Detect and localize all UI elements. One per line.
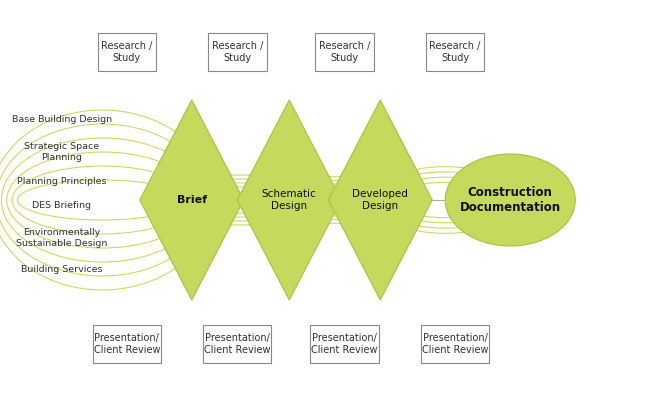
Polygon shape <box>328 100 432 300</box>
Polygon shape <box>237 100 341 300</box>
FancyBboxPatch shape <box>311 325 378 363</box>
FancyBboxPatch shape <box>426 33 484 71</box>
Text: Developed
Design: Developed Design <box>352 189 408 211</box>
Ellipse shape <box>445 154 575 246</box>
FancyBboxPatch shape <box>208 33 266 71</box>
Text: Building Services: Building Services <box>21 266 103 274</box>
Text: Research /
Study: Research / Study <box>429 41 481 63</box>
Text: DES Briefing: DES Briefing <box>32 202 91 210</box>
Text: Research /
Study: Research / Study <box>318 41 370 63</box>
Text: Presentation/
Client Review: Presentation/ Client Review <box>422 333 488 355</box>
Text: Presentation/
Client Review: Presentation/ Client Review <box>311 333 378 355</box>
Text: Schematic
Design: Schematic Design <box>262 189 317 211</box>
FancyBboxPatch shape <box>92 325 161 363</box>
Text: Research /
Study: Research / Study <box>101 41 153 63</box>
FancyBboxPatch shape <box>203 325 272 363</box>
Text: Presentation/
Client Review: Presentation/ Client Review <box>94 333 160 355</box>
Text: Brief: Brief <box>177 195 207 205</box>
Text: Strategic Space
Planning: Strategic Space Planning <box>24 142 99 162</box>
Text: Construction
Documentation: Construction Documentation <box>460 186 561 214</box>
Text: Environmentally
Sustainable Design: Environmentally Sustainable Design <box>16 228 107 248</box>
FancyBboxPatch shape <box>98 33 156 71</box>
FancyBboxPatch shape <box>421 325 489 363</box>
Text: Base Building Design: Base Building Design <box>12 116 112 124</box>
Text: Research /
Study: Research / Study <box>211 41 263 63</box>
FancyBboxPatch shape <box>315 33 374 71</box>
Text: Planning Principles: Planning Principles <box>17 178 107 186</box>
Text: Presentation/
Client Review: Presentation/ Client Review <box>204 333 270 355</box>
Polygon shape <box>140 100 244 300</box>
